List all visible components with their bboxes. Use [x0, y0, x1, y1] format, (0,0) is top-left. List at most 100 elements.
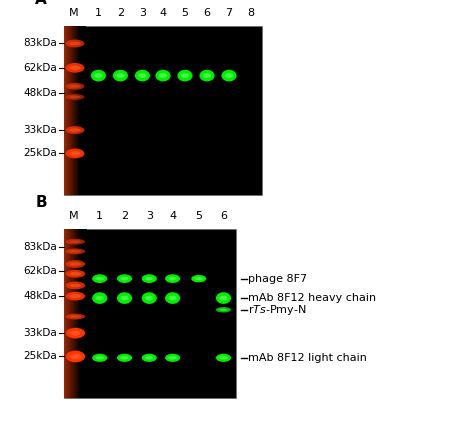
Bar	[69, 229, 70, 398]
Text: 62kDa: 62kDa	[23, 266, 57, 276]
Bar	[75, 26, 76, 195]
Bar	[67, 229, 68, 398]
Text: 8: 8	[247, 8, 255, 18]
Ellipse shape	[120, 356, 128, 360]
Bar	[75, 229, 76, 398]
Ellipse shape	[216, 354, 231, 362]
Ellipse shape	[92, 354, 107, 362]
Bar	[68, 26, 69, 195]
Bar	[81, 229, 82, 398]
Text: 62kDa: 62kDa	[23, 63, 57, 73]
Ellipse shape	[66, 328, 85, 338]
Bar	[67, 26, 68, 195]
Ellipse shape	[69, 42, 81, 45]
Ellipse shape	[200, 70, 215, 81]
Bar	[67, 26, 68, 195]
Ellipse shape	[219, 356, 228, 360]
Ellipse shape	[135, 70, 150, 81]
Ellipse shape	[69, 128, 81, 132]
Bar	[84, 229, 85, 398]
Bar	[64, 26, 262, 195]
Text: r$\mathit{Ts}$-Pmy-N: r$\mathit{Ts}$-Pmy-N	[248, 303, 307, 317]
Bar	[79, 26, 80, 195]
Bar	[80, 229, 81, 398]
Bar	[65, 229, 66, 398]
Bar	[83, 229, 84, 398]
Text: 83kDa: 83kDa	[23, 38, 57, 49]
Ellipse shape	[142, 354, 157, 362]
Ellipse shape	[66, 270, 85, 277]
Bar	[68, 229, 69, 398]
Ellipse shape	[138, 73, 146, 78]
Ellipse shape	[219, 296, 228, 300]
Bar	[80, 26, 81, 195]
Bar	[74, 26, 75, 195]
Ellipse shape	[70, 294, 81, 298]
Bar	[74, 26, 75, 195]
Text: mAb 8F12 heavy chain: mAb 8F12 heavy chain	[248, 293, 376, 303]
Bar	[64, 229, 65, 398]
Ellipse shape	[181, 73, 189, 78]
Bar	[75, 229, 76, 398]
Ellipse shape	[70, 354, 81, 359]
Ellipse shape	[96, 296, 104, 300]
Ellipse shape	[66, 63, 84, 73]
Ellipse shape	[120, 277, 128, 280]
Ellipse shape	[94, 73, 102, 78]
Ellipse shape	[168, 277, 177, 280]
Ellipse shape	[96, 356, 104, 360]
Ellipse shape	[168, 356, 177, 360]
Bar	[86, 229, 87, 398]
Ellipse shape	[191, 275, 206, 282]
Bar	[78, 26, 79, 195]
Ellipse shape	[145, 356, 154, 360]
Bar	[71, 26, 72, 195]
Bar	[67, 229, 68, 398]
Ellipse shape	[195, 277, 203, 280]
Ellipse shape	[165, 274, 180, 283]
Ellipse shape	[66, 292, 85, 300]
Text: 83kDa: 83kDa	[23, 242, 57, 252]
Bar	[72, 229, 73, 398]
Text: A: A	[35, 0, 47, 6]
Ellipse shape	[70, 284, 81, 287]
Bar	[74, 229, 75, 398]
Text: 2: 2	[117, 8, 124, 18]
Ellipse shape	[70, 250, 81, 253]
Ellipse shape	[165, 292, 180, 304]
Bar	[78, 229, 79, 398]
Bar	[69, 26, 70, 195]
Text: 5: 5	[195, 211, 202, 221]
Bar	[70, 229, 71, 398]
Text: 7: 7	[226, 8, 233, 18]
Ellipse shape	[66, 148, 84, 158]
Ellipse shape	[113, 70, 128, 81]
Ellipse shape	[219, 309, 228, 311]
Bar	[84, 26, 85, 195]
Bar	[69, 229, 70, 398]
Text: mAb 8F12 light chain: mAb 8F12 light chain	[248, 353, 367, 363]
Ellipse shape	[165, 354, 180, 362]
Ellipse shape	[70, 240, 81, 243]
Text: 5: 5	[182, 8, 189, 18]
Ellipse shape	[216, 292, 231, 304]
Bar	[85, 26, 86, 195]
Bar	[83, 229, 84, 398]
Ellipse shape	[117, 354, 132, 362]
Bar	[82, 26, 83, 195]
Ellipse shape	[216, 307, 231, 313]
Bar	[64, 229, 65, 398]
Bar	[64, 26, 65, 195]
Ellipse shape	[120, 296, 128, 300]
Text: 48kDa: 48kDa	[23, 291, 57, 301]
Ellipse shape	[66, 282, 85, 289]
Bar	[81, 229, 82, 398]
Ellipse shape	[66, 351, 85, 362]
Text: 3: 3	[146, 211, 153, 221]
Ellipse shape	[92, 292, 107, 304]
Ellipse shape	[116, 73, 125, 78]
Ellipse shape	[142, 292, 157, 304]
Bar	[64, 229, 236, 398]
Ellipse shape	[145, 277, 154, 280]
Text: 33kDa: 33kDa	[23, 328, 57, 338]
